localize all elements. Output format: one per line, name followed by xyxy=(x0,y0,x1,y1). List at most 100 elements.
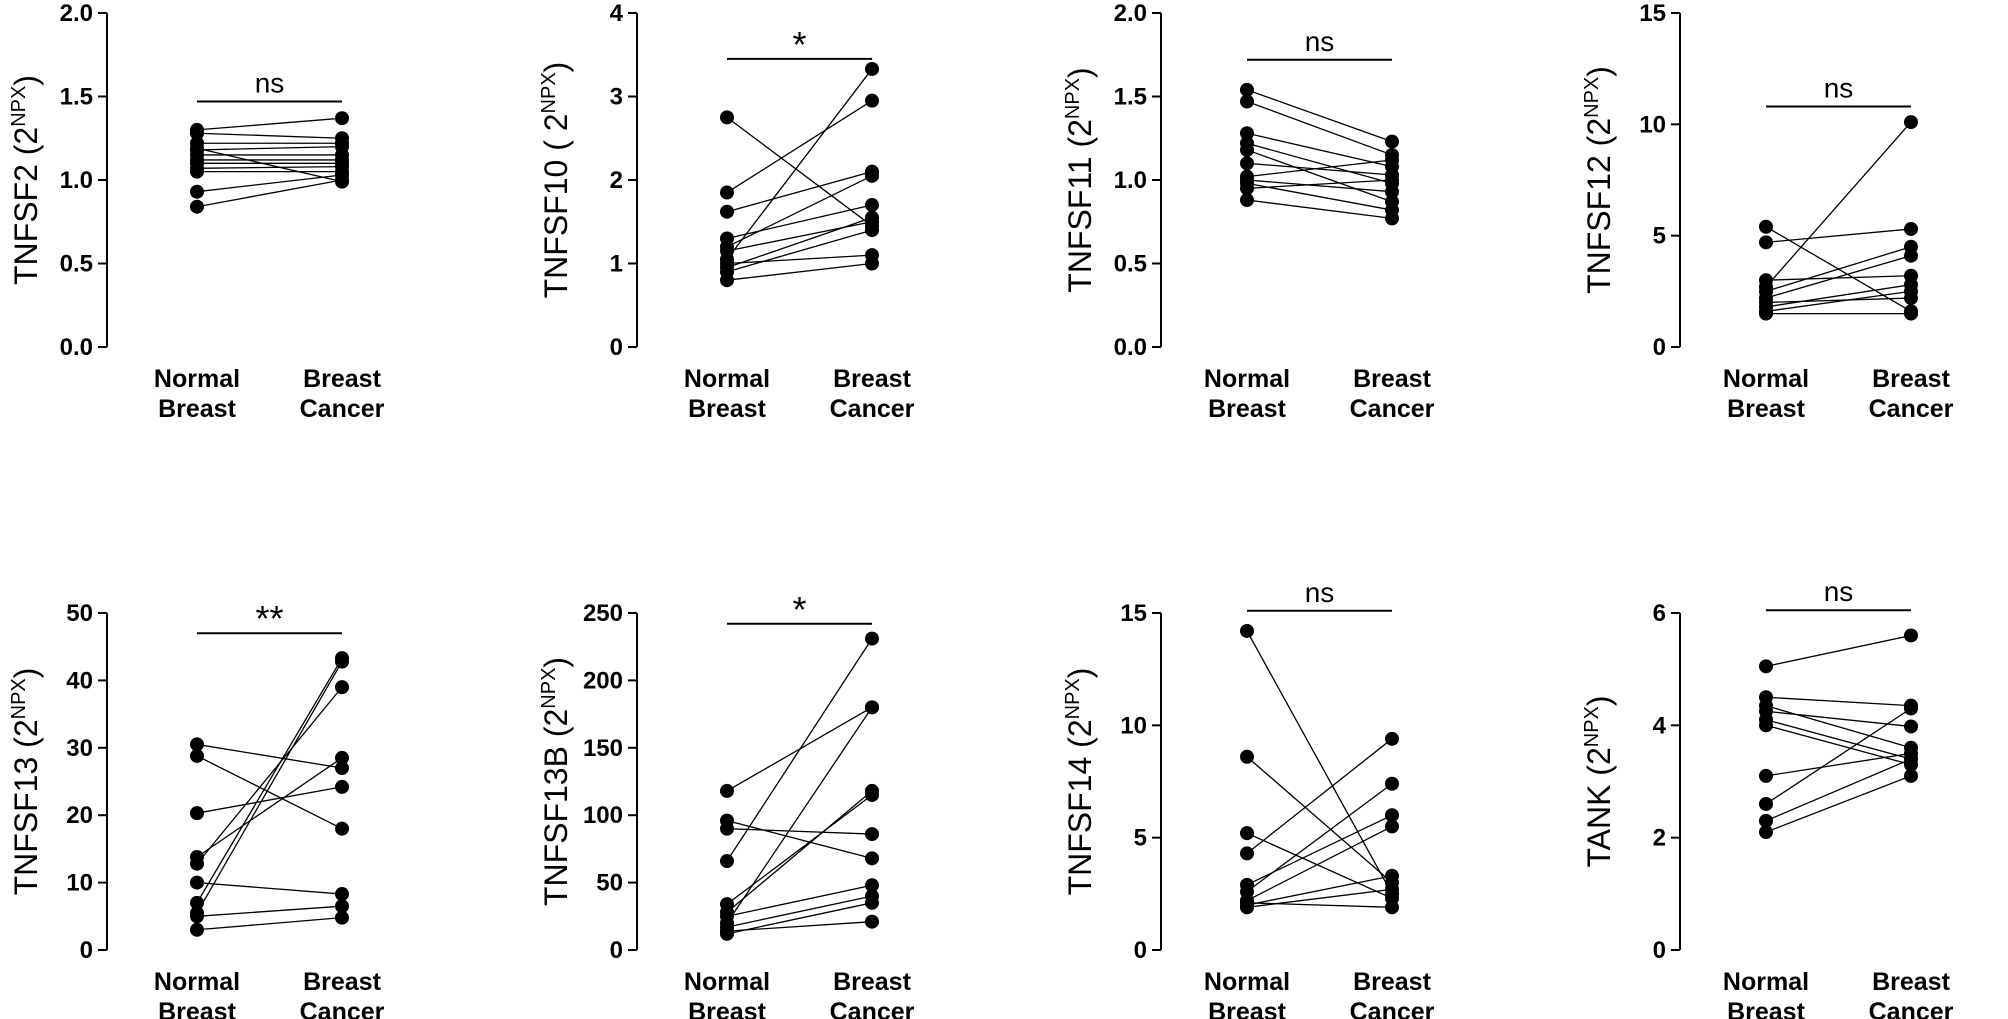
tank-point-cancer xyxy=(1904,768,1918,783)
tnfsf13-point-cancer xyxy=(335,779,349,794)
tank-point-normal xyxy=(1759,659,1773,674)
tnfsf10-point-cancer xyxy=(865,198,879,213)
tnfsf13b-pair-line xyxy=(726,921,873,932)
tnfsf10-y-tick-label: 3 xyxy=(610,84,623,111)
tnfsf10-pair-line xyxy=(726,262,873,281)
tnfsf14-pair-line xyxy=(1246,888,1393,908)
tnfsf10-y-tick-label: 1 xyxy=(610,251,623,278)
tnfsf13b-point-normal xyxy=(720,783,734,798)
tnfsf13b-point-normal xyxy=(720,854,734,869)
tnfsf14-category-label: Breast xyxy=(1353,968,1431,996)
tnfsf12-pair-line xyxy=(1765,290,1912,313)
tnfsf13b-significance-label: * xyxy=(792,589,806,630)
tnfsf12-category-label: Cancer xyxy=(1869,395,1954,423)
tnfsf13-y-tick-label: 40 xyxy=(66,667,93,694)
tnfsf10-pair-line xyxy=(726,171,873,213)
tnfsf14-point-normal xyxy=(1240,826,1254,841)
tnfsf14-y-tick-label: 15 xyxy=(1120,600,1147,627)
tnfsf13b-y-tick-label: 250 xyxy=(583,600,623,627)
tnfsf13-point-cancer xyxy=(335,899,349,914)
tnfsf13b-point-cancer xyxy=(865,914,879,929)
tnfsf2-pair-line xyxy=(196,165,343,169)
tnfsf13b-y-tick-label: 200 xyxy=(583,667,623,694)
tnfsf14-pair-line xyxy=(1246,756,1393,884)
tnfsf11-point-normal xyxy=(1240,126,1254,141)
tnfsf12-pair-line xyxy=(1765,255,1912,299)
tnfsf13-point-normal xyxy=(190,922,204,937)
tnfsf10-pair-line xyxy=(726,254,873,265)
tnfsf12-point-cancer xyxy=(1904,115,1918,130)
tnfsf11-y-axis-title: TNFSF11 (2NPX) xyxy=(1062,67,1098,292)
tnfsf2-category-label: Breast xyxy=(158,395,236,423)
tnfsf11-pair-line xyxy=(1246,149,1393,203)
tnfsf10-point-normal xyxy=(720,204,734,219)
tnfsf12-category-label: Normal xyxy=(1723,365,1809,393)
tnfsf2-y-tick-label: 1.0 xyxy=(60,167,93,194)
tnfsf2-y-axis-title: TNFSF2 (2NPX) xyxy=(8,75,44,285)
tnfsf14-pair-line xyxy=(1246,832,1393,899)
tnfsf11-point-normal xyxy=(1240,156,1254,171)
tnfsf12-y-axis-title-end: ) xyxy=(1581,66,1617,77)
tnfsf2-y-tick-label: 0.5 xyxy=(60,251,93,278)
tank-point-cancer xyxy=(1904,701,1918,716)
tnfsf13-pair-line xyxy=(196,786,343,814)
tnfsf10-point-normal xyxy=(720,273,734,288)
tnfsf2-pair-line xyxy=(196,145,343,151)
tnfsf12-point-cancer xyxy=(1904,248,1918,263)
tnfsf11-y-tick-label: 1.0 xyxy=(1114,167,1147,194)
tnfsf10-point-cancer xyxy=(865,61,879,76)
tnfsf13-pair-line xyxy=(196,917,343,931)
tnfsf13b-pair-line xyxy=(726,706,873,924)
tnfsf12-pair-line xyxy=(1765,284,1912,308)
tnfsf11-pair-line xyxy=(1246,132,1393,168)
tnfsf13-pair-line xyxy=(196,661,343,914)
tnfsf13b-pair-line xyxy=(726,828,873,835)
tnfsf11-pair-line xyxy=(1246,89,1393,143)
tnfsf11-point-normal xyxy=(1240,181,1254,196)
tnfsf13b-point-cancer xyxy=(865,895,879,910)
tnfsf13b-pair-line xyxy=(726,895,873,928)
tank-pair-line xyxy=(1765,724,1912,766)
tnfsf10-point-cancer xyxy=(865,223,879,238)
tnfsf14-category-label: Breast xyxy=(1208,998,1286,1019)
tnfsf13b-y-axis-title: TNFSF13B (2NPX) xyxy=(538,657,574,906)
tnfsf11-pair-line xyxy=(1246,179,1393,193)
tank-point-normal xyxy=(1759,813,1773,828)
tnfsf12-category-label: Breast xyxy=(1727,395,1805,423)
tank-pair-line xyxy=(1765,719,1912,760)
tnfsf12-y-axis-title-superscript: NPX xyxy=(1581,77,1603,118)
tnfsf12-point-normal xyxy=(1759,235,1773,250)
tnfsf2-pair-line xyxy=(196,132,343,139)
tank-point-cancer xyxy=(1904,752,1918,767)
tnfsf13b-y-axis-title-superscript: NPX xyxy=(538,668,560,709)
tnfsf14-point-cancer xyxy=(1385,731,1399,746)
tnfsf13b-y-axis-title-base: TNFSF13B (2 xyxy=(538,709,574,906)
tnfsf13-point-cancer xyxy=(335,761,349,776)
tnfsf14-pair-line xyxy=(1246,783,1393,893)
tnfsf12-y-axis-title-base: TNFSF12 (2 xyxy=(1581,118,1617,294)
tnfsf13-point-cancer xyxy=(335,680,349,695)
tnfsf13-pair-line xyxy=(196,657,343,904)
tnfsf13b-pair-line xyxy=(726,638,873,862)
tnfsf10-pair-line xyxy=(726,221,873,252)
tnfsf13-point-cancer xyxy=(335,654,349,669)
tnfsf10-category-label: Normal xyxy=(684,365,770,393)
tnfsf11-category-label: Cancer xyxy=(1350,395,1435,423)
tnfsf13-pair-line xyxy=(196,881,343,895)
tnfsf14-point-cancer xyxy=(1385,900,1399,915)
tnfsf11-category-label: Breast xyxy=(1208,395,1286,423)
tnfsf13-pair-line xyxy=(196,755,343,830)
tank-point-normal xyxy=(1759,796,1773,811)
tnfsf11-y-tick-label: 0.0 xyxy=(1114,334,1147,361)
tnfsf12-point-cancer xyxy=(1904,221,1918,236)
tank-category-label: Normal xyxy=(1723,968,1809,996)
tnfsf10-y-axis-title-base: TNFSF10 ( 2 xyxy=(538,113,574,298)
tnfsf13-point-normal xyxy=(190,856,204,871)
tnfsf10-category-label: Breast xyxy=(833,365,911,393)
